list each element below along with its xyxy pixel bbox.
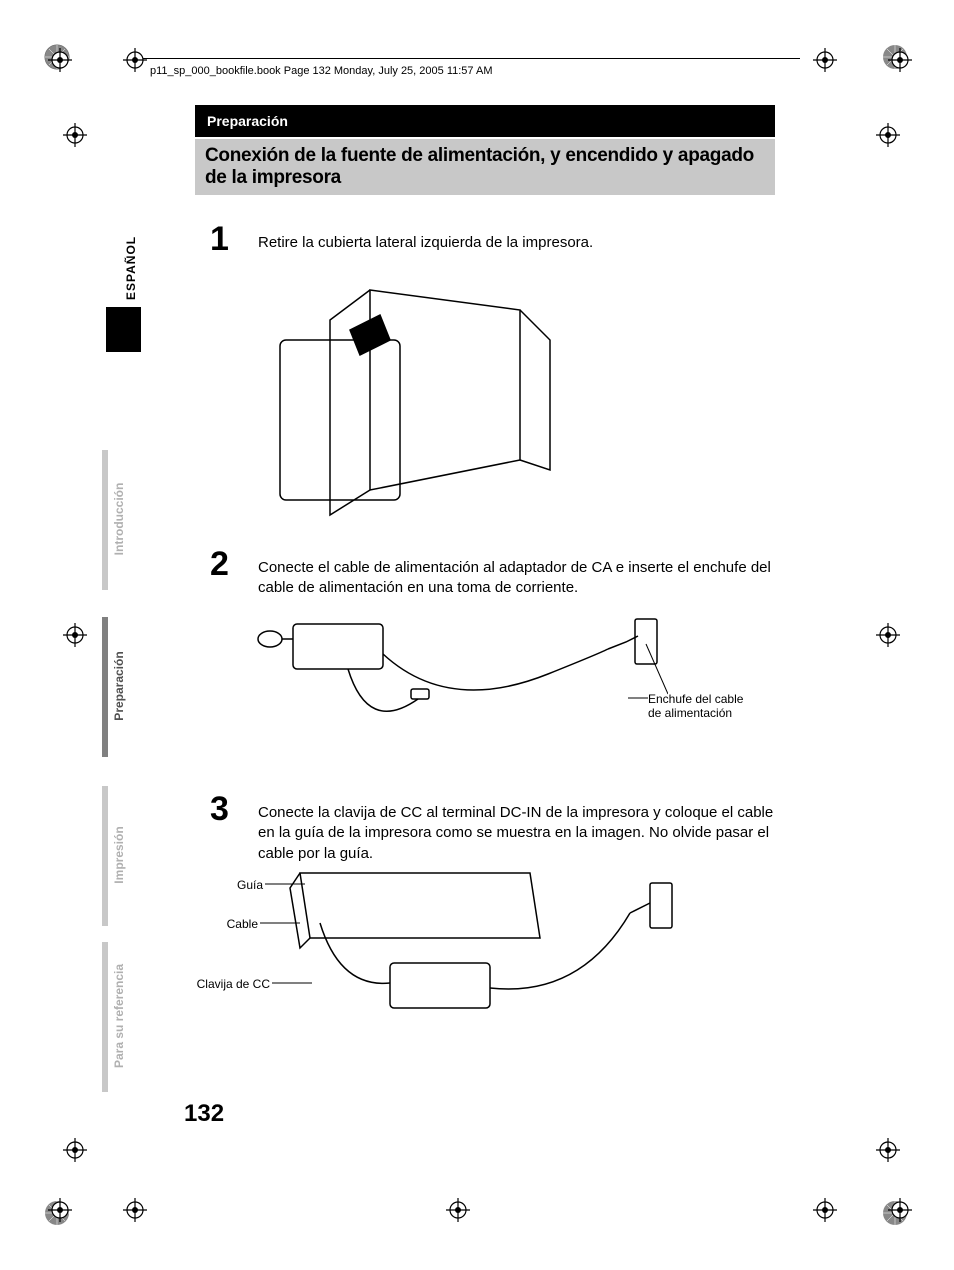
dc-connection-illustration [280, 868, 680, 1018]
callout-label: Enchufe del cable de alimentación [648, 692, 758, 720]
section-heading-block: Preparación Conexión de la fuente de ali… [195, 105, 775, 195]
side-tab-label: Preparación [112, 621, 126, 751]
running-head-text: p11_sp_000_bookfile.book Page 132 Monday… [150, 65, 492, 77]
side-tab-label: Introducción [112, 454, 126, 584]
crop-mark-icon [122, 47, 148, 73]
step-2-figure [248, 614, 668, 764]
crop-mark-icon [47, 1197, 73, 1223]
crop-mark-icon [62, 622, 88, 648]
section-title: Conexión de la fuente de alimentación, y… [195, 139, 775, 195]
language-tab-label: ESPAÑOL [124, 236, 138, 300]
running-head: p11_sp_000_bookfile.book Page 132 Monday… [140, 58, 800, 88]
crop-mark-icon [445, 1197, 471, 1223]
crop-mark-icon [875, 622, 901, 648]
step-text: Conecte la clavija de CC al terminal DC-… [258, 803, 778, 864]
crop-mark-icon [875, 122, 901, 148]
step-1-figure [270, 260, 560, 520]
printer-cover-illustration [270, 260, 560, 520]
page-number: 132 [184, 1100, 224, 1128]
callout-leader [265, 883, 305, 885]
step-text: Conecte el cable de alimentación al adap… [258, 558, 778, 599]
callout-label: Guía [228, 878, 263, 892]
callout-leader [272, 982, 312, 984]
crop-mark-icon [62, 122, 88, 148]
crop-mark-icon [812, 1197, 838, 1223]
step-number: 1 [210, 220, 229, 259]
callout-label: Clavija de CC [180, 977, 270, 991]
callout-label: Cable [218, 917, 258, 931]
crop-mark-icon [887, 1197, 913, 1223]
crop-mark-icon [62, 1137, 88, 1163]
step-number: 2 [210, 545, 229, 584]
crop-mark-icon [812, 47, 838, 73]
step-3-figure [280, 868, 680, 1018]
side-tab-label: Impresión [112, 790, 126, 920]
language-tab: ESPAÑOL [106, 212, 141, 352]
side-tab-marker [102, 450, 108, 590]
language-tab-marker [106, 307, 141, 352]
crop-mark-icon [875, 1137, 901, 1163]
step-number: 3 [210, 790, 229, 829]
side-tab-label: Para su referencia [112, 951, 126, 1081]
side-tab-marker [102, 786, 108, 926]
chapter-label: Preparación [195, 105, 775, 137]
crop-mark-icon [122, 1197, 148, 1223]
step-text: Retire la cubierta lateral izquierda de … [258, 233, 778, 253]
callout-leader [260, 922, 300, 924]
crop-mark-icon [887, 47, 913, 73]
side-tab-marker [102, 942, 108, 1092]
side-tab-marker [102, 617, 108, 757]
power-adapter-illustration [248, 614, 668, 764]
callout-leader [628, 697, 648, 699]
crop-mark-icon [47, 47, 73, 73]
